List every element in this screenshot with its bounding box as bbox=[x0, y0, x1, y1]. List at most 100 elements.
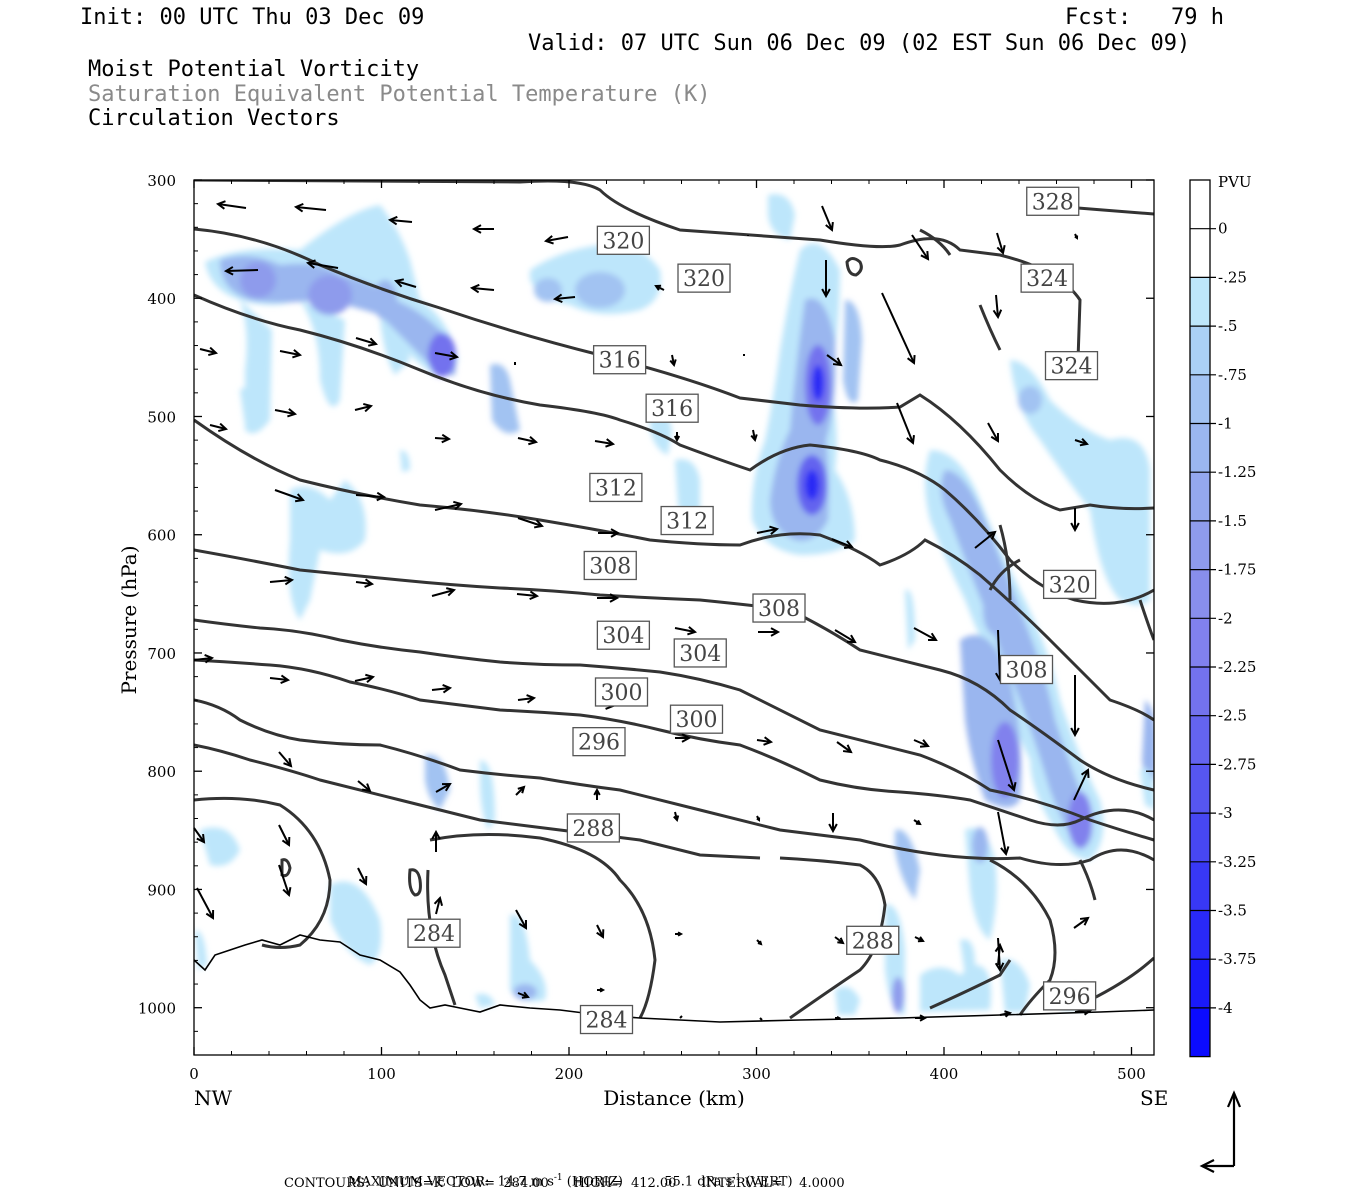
vector-arrow bbox=[881, 292, 916, 365]
svg-text:296: 296 bbox=[578, 731, 620, 756]
svg-text:300: 300 bbox=[601, 681, 643, 706]
vector-arrow bbox=[758, 627, 781, 637]
vector-arrow bbox=[1074, 233, 1079, 240]
svg-text:296: 296 bbox=[1049, 985, 1091, 1010]
svg-text:320: 320 bbox=[1049, 573, 1091, 598]
colorbar-label-3: -.75 bbox=[1218, 366, 1247, 384]
colorbar-swatch-9 bbox=[1190, 618, 1210, 667]
y-tick-label-800: 800 bbox=[147, 763, 176, 781]
x-tick-label-0: 0 bbox=[189, 1065, 199, 1083]
vector-arrow bbox=[517, 991, 530, 999]
vector-arrow bbox=[357, 780, 372, 793]
vector-arrow bbox=[215, 200, 247, 210]
contour-label-296: 296 bbox=[1042, 981, 1097, 1011]
vector-arrow bbox=[913, 819, 922, 826]
vector-arrow bbox=[1073, 768, 1090, 801]
vector-arrow bbox=[997, 811, 1010, 857]
vector-arrow bbox=[278, 824, 291, 847]
y-tick-label-700: 700 bbox=[147, 645, 176, 663]
contour-label-320: 320 bbox=[1042, 569, 1097, 600]
vector-arrow bbox=[913, 739, 930, 748]
vector-arrow bbox=[517, 517, 544, 529]
contour-label-328: 328 bbox=[1026, 186, 1080, 216]
contour-label-296: 296 bbox=[572, 727, 626, 757]
colorbar-label-5: -1.25 bbox=[1218, 463, 1256, 481]
vector-arrow bbox=[387, 215, 413, 226]
field-title-pv: Moist Potential Vorticity bbox=[88, 57, 420, 82]
vector-arrow bbox=[673, 811, 680, 823]
vector-arrow bbox=[597, 987, 606, 993]
colorbar-label-14: -3.5 bbox=[1218, 902, 1247, 920]
svg-text:316: 316 bbox=[651, 397, 693, 422]
contour-label-324: 324 bbox=[1020, 263, 1074, 293]
x-axis-label: Distance (km) bbox=[603, 1086, 745, 1110]
vector-arrow bbox=[431, 587, 457, 597]
svg-text:284: 284 bbox=[413, 922, 455, 947]
svg-text:320: 320 bbox=[683, 267, 725, 292]
vector-arrow bbox=[1070, 508, 1080, 533]
vector-arrow bbox=[596, 924, 605, 939]
x-axis-right-label: SE bbox=[1140, 1086, 1168, 1110]
y-axis-label: Pressure (hPa) bbox=[117, 546, 141, 695]
colorbar-label-11: -2.75 bbox=[1218, 755, 1256, 773]
svg-text:324: 324 bbox=[1051, 355, 1093, 380]
vector-arrow bbox=[996, 232, 1006, 255]
x-axis: 0 100 200 300 400 500 bbox=[189, 180, 1146, 1083]
svg-text:312: 312 bbox=[666, 510, 708, 535]
vector-arrow bbox=[355, 578, 375, 588]
vector-arrow bbox=[305, 259, 339, 269]
vector-arrow bbox=[517, 694, 537, 704]
max-horiz-value: 14.7 m s bbox=[497, 1174, 554, 1190]
vector-arrow bbox=[597, 593, 620, 603]
vector-arrow bbox=[836, 741, 853, 754]
vector-arrow bbox=[756, 525, 780, 535]
vector-arrow bbox=[826, 354, 843, 367]
colorbar-swatch-12 bbox=[1190, 764, 1210, 814]
colorbar-label-10: -2.5 bbox=[1218, 707, 1247, 725]
vector-arrow bbox=[552, 293, 576, 304]
colorbar-label-15: -3.75 bbox=[1218, 950, 1256, 968]
contour-label-284: 284 bbox=[407, 918, 461, 948]
vector-arrow bbox=[515, 785, 526, 796]
colorbar-swatch-15 bbox=[1190, 910, 1210, 960]
vector-arrow bbox=[355, 337, 378, 347]
colorbar-swatch-6 bbox=[1190, 472, 1210, 521]
vector-arrow bbox=[987, 422, 1000, 443]
svg-text:304: 304 bbox=[602, 624, 644, 649]
y-tick-label-400: 400 bbox=[147, 290, 176, 308]
svg-text:316: 316 bbox=[599, 349, 641, 374]
colorbar-label-13: -3.25 bbox=[1218, 853, 1256, 871]
vector-arrow bbox=[974, 530, 997, 549]
colorbar-swatch-2 bbox=[1190, 277, 1210, 327]
contour-label-300: 300 bbox=[594, 677, 649, 707]
field-title-theta: Saturation Equivalent Potential Temperat… bbox=[88, 82, 711, 107]
field-title-vectors: Circulation Vectors bbox=[88, 106, 340, 131]
vector-arrow bbox=[433, 895, 444, 915]
svg-text:308: 308 bbox=[589, 554, 631, 579]
max-vert-value: 55.1 dPa s bbox=[664, 1174, 733, 1190]
vector-arrow bbox=[434, 500, 464, 511]
contour-label-308: 308 bbox=[999, 654, 1054, 685]
colorbar-swatch-4 bbox=[1190, 374, 1210, 424]
max-vector-line: MAXIMUM VECTOR: 14.7 m s-1 (HORIZ) 55.1 … bbox=[340, 1158, 792, 1190]
x-tick-label-500: 500 bbox=[1117, 1065, 1146, 1083]
colorbar-label-4: -1 bbox=[1218, 415, 1233, 433]
x-tick-label-300: 300 bbox=[742, 1065, 771, 1083]
svg-text:288: 288 bbox=[572, 817, 614, 842]
vector-arrow bbox=[756, 815, 761, 822]
vector-arrow bbox=[756, 939, 763, 946]
vector-arrow bbox=[911, 234, 930, 261]
vector-arrow bbox=[1070, 675, 1080, 738]
x-axis-left-label: NW bbox=[194, 1086, 233, 1110]
contour-label-284: 284 bbox=[579, 1004, 634, 1035]
pv-colorbar: 0 -.25 -.5 -.75 -1 -1.25 -1.5 -1.75 -2 -2.25 -2.5 -… bbox=[1189, 179, 1256, 1058]
contour-label-320: 320 bbox=[596, 225, 651, 255]
vector-arrow bbox=[394, 278, 417, 288]
colorbar-swatch-0 bbox=[1190, 180, 1210, 229]
y-tick-label-900: 900 bbox=[147, 881, 176, 899]
x-tick-label-400: 400 bbox=[930, 1065, 959, 1083]
contour-info: CONTOURS: UNITS=K LOW= 284.00 HIGH= 412.… bbox=[284, 1176, 845, 1191]
vector-arrow bbox=[594, 438, 616, 448]
vector-arrow bbox=[269, 674, 291, 684]
y-axis: 300 400 500 600 700 800 900 1000 bbox=[138, 172, 1154, 1032]
